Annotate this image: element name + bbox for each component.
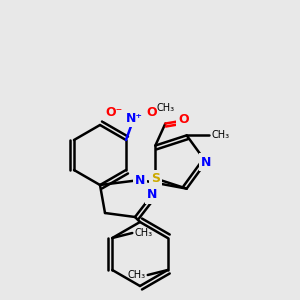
Text: CH₃: CH₃ [212, 130, 230, 140]
Text: O: O [178, 113, 189, 126]
Text: S: S [151, 172, 160, 185]
Text: O⁻: O⁻ [105, 106, 123, 118]
Text: CH₃: CH₃ [128, 270, 146, 280]
Text: N: N [135, 173, 145, 187]
Text: N: N [147, 188, 157, 202]
Text: N: N [201, 155, 211, 169]
Text: CH₃: CH₃ [156, 103, 174, 112]
Text: CH₃: CH₃ [134, 228, 152, 238]
Text: O: O [147, 106, 157, 118]
Text: N⁺: N⁺ [125, 112, 142, 124]
